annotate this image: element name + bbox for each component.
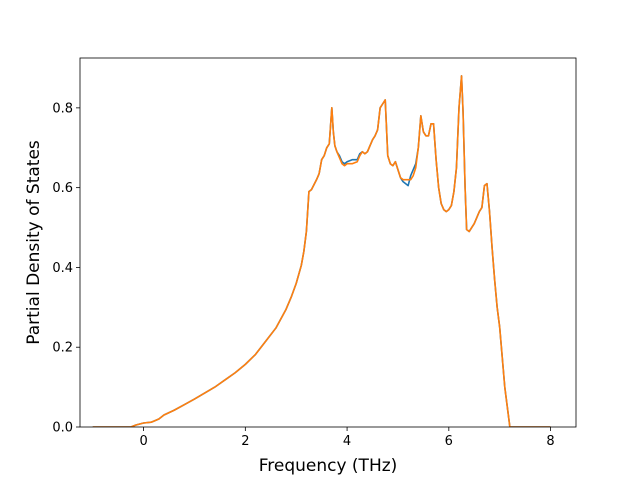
y-tick-label: 0.6 xyxy=(52,181,73,196)
x-tick-label: 4 xyxy=(343,434,351,449)
x-axis-label: Frequency (THz) xyxy=(259,456,398,476)
axes-frame xyxy=(79,57,577,428)
x-tick-label: 2 xyxy=(241,434,249,449)
x-tick-label: 0 xyxy=(139,434,147,449)
y-tick-label: 0.4 xyxy=(52,261,73,276)
x-tick-label: 6 xyxy=(445,434,453,449)
y-ticks: 0.0 0.2 0.4 0.6 0.8 xyxy=(52,101,80,436)
x-ticks: 0 2 4 6 8 xyxy=(139,427,555,449)
x-tick-label: 8 xyxy=(546,434,554,449)
series-line-1 xyxy=(92,75,551,427)
y-axis-label: Partial Density of States xyxy=(24,140,44,345)
series-layer xyxy=(92,75,551,427)
y-tick-label: 0.2 xyxy=(52,341,73,356)
y-tick-label: 0.8 xyxy=(52,101,73,116)
series-line-2 xyxy=(92,75,551,427)
y-tick-label: 0.0 xyxy=(52,421,73,436)
